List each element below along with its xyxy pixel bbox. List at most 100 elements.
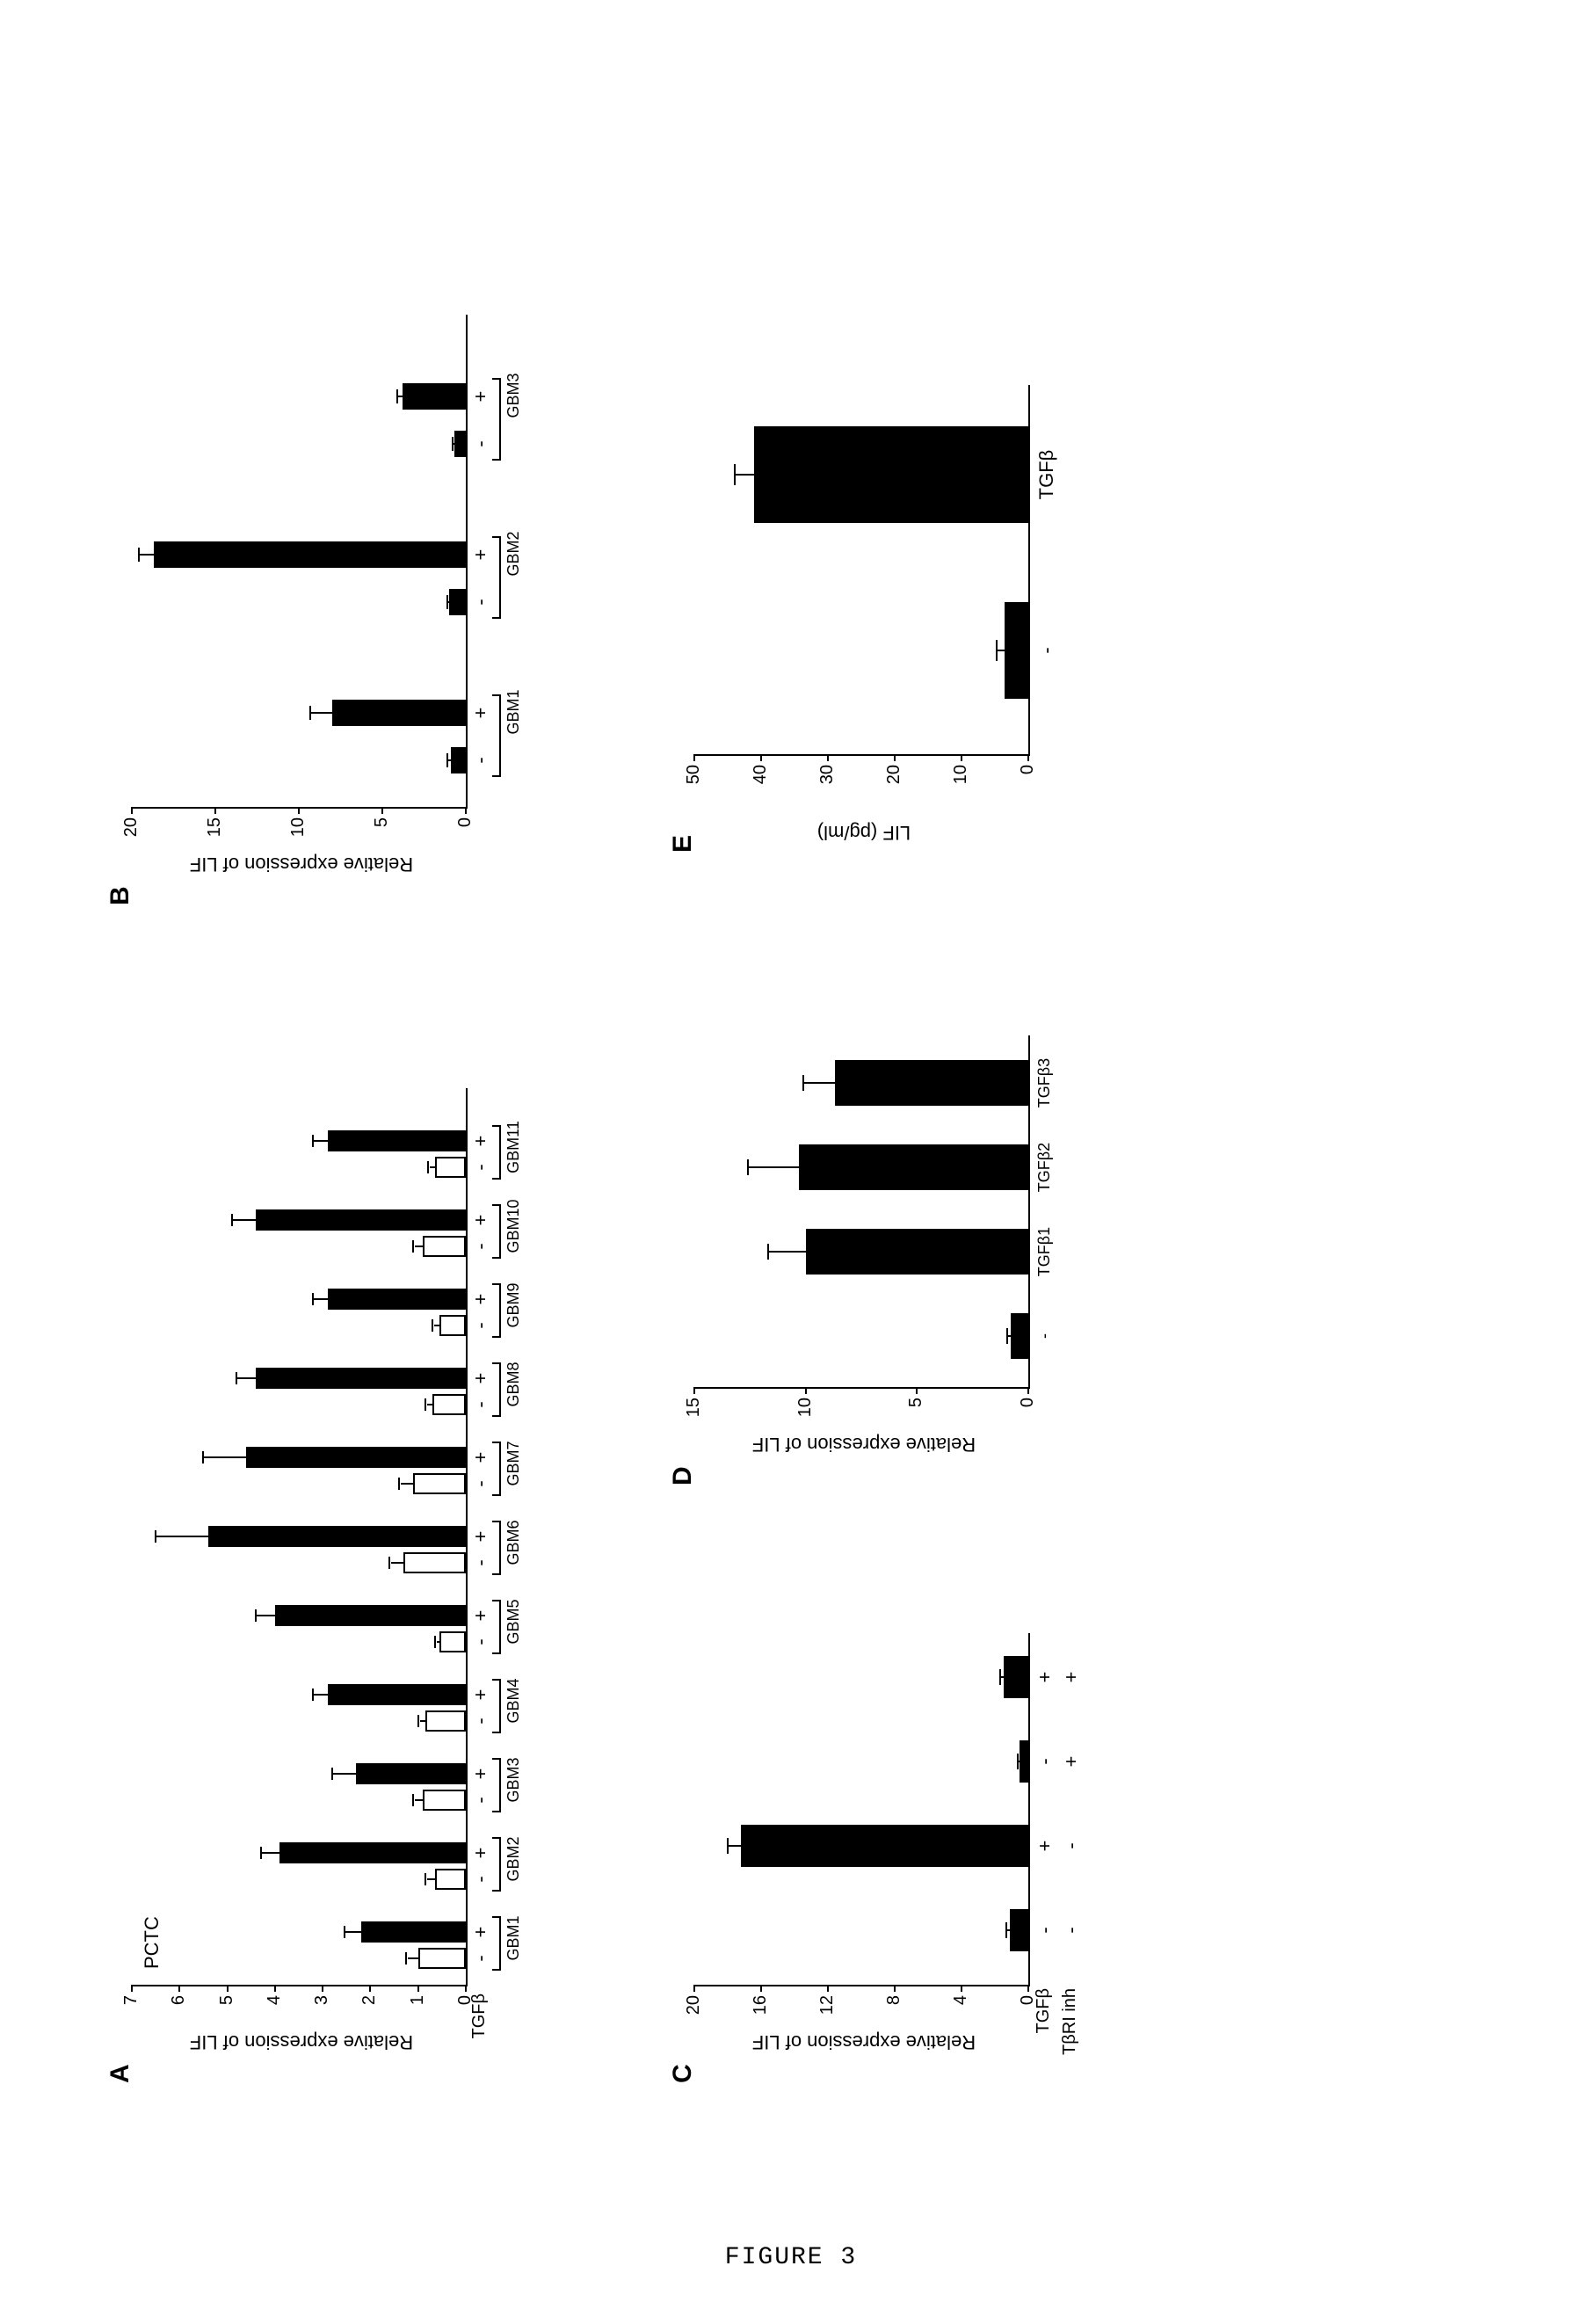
group-bracket (492, 1442, 501, 1496)
error-cap (432, 1319, 433, 1332)
error-bar (345, 1931, 361, 1933)
x-label: TGFβ (1035, 387, 1058, 563)
y-tick (827, 754, 829, 761)
y-tick-label: 20 (884, 765, 904, 809)
bar (403, 1552, 466, 1573)
y-tick (465, 1985, 467, 1992)
y-tick (298, 807, 300, 814)
error-cap (727, 1838, 729, 1854)
error-cap (446, 595, 448, 609)
x-sign-row1: - (1034, 1888, 1056, 1972)
x-sign: - (469, 1869, 492, 1890)
error-cap (138, 548, 140, 562)
x-sign: - (469, 1157, 492, 1178)
y-tick (805, 1387, 807, 1394)
error-cap (999, 1669, 1001, 1685)
bar (423, 1236, 466, 1257)
panel-b: B Relative expression of LIF 05101520-+G… (105, 237, 598, 905)
y-tick-label: 7 (121, 1995, 142, 2039)
error-bar (310, 712, 332, 714)
error-cap (434, 1636, 436, 1648)
bar (361, 1921, 466, 1943)
group-label: GBM3 (504, 1740, 523, 1819)
group-bracket (492, 1758, 501, 1812)
y-tick-label: 2 (359, 1995, 380, 2039)
group-bracket (492, 1521, 501, 1575)
error-cap (155, 1530, 156, 1543)
bar (1020, 1740, 1028, 1783)
error-cap (1017, 1754, 1019, 1769)
group-bracket (492, 1679, 501, 1733)
y-tick-label: 16 (751, 1995, 771, 2039)
panel-d: D Relative expression of LIF 051015-TGFβ… (668, 958, 1213, 1485)
error-bar (415, 1246, 425, 1247)
error-cap (388, 1557, 390, 1569)
error-cap (417, 1715, 419, 1727)
x-sign: + (469, 1605, 492, 1626)
error-cap (425, 1398, 426, 1411)
error-bar (430, 1166, 437, 1168)
bar (403, 383, 466, 410)
error-bar (803, 1082, 834, 1084)
group-label: GBM9 (504, 1266, 523, 1345)
panel-d-ylabel: Relative expression of LIF (752, 1433, 976, 1456)
y-tick (131, 807, 133, 814)
bar (432, 1394, 466, 1415)
y-tick-label: 12 (817, 1995, 838, 2039)
bar (439, 1631, 466, 1652)
y-tick-label: 8 (884, 1995, 904, 2039)
group-label: GBM1 (504, 633, 523, 791)
error-bar (313, 1298, 327, 1300)
panel-e-label: E (668, 835, 698, 853)
panel-e: E LIF (pg/ml) 01020304050-TGFβ (668, 255, 1213, 853)
y-tick-label: 20 (684, 1995, 704, 2039)
x-sign: - (469, 431, 492, 457)
x-sign-row2: + (1060, 1635, 1083, 1719)
error-cap (331, 1768, 333, 1780)
y-tick (894, 1985, 896, 1992)
panel-a-label: A (105, 2064, 135, 2083)
x-sign: + (469, 1447, 492, 1468)
y-tick (693, 754, 695, 761)
panel-d-label: D (668, 1466, 698, 1485)
error-bar (437, 1641, 441, 1643)
row2-label: TβRI inh (1060, 1988, 1080, 2073)
x-sign: - (469, 1552, 492, 1573)
error-cap (344, 1926, 345, 1938)
group-label: GBM4 (504, 1661, 523, 1740)
x-label: TGFβ1 (1035, 1209, 1054, 1294)
panel-c-ylabel: Relative expression of LIF (752, 2030, 976, 2053)
error-bar (156, 1536, 208, 1537)
bar (154, 541, 466, 568)
bar (806, 1229, 1028, 1275)
row1-label: TGFβ (1034, 1988, 1054, 2073)
y-tick (274, 1985, 276, 1992)
y-tick-label: 50 (684, 765, 704, 809)
bar (435, 1869, 466, 1890)
x-sign: + (469, 1921, 492, 1943)
y-tick-label: 5 (372, 817, 392, 861)
bar (413, 1473, 466, 1494)
bar (1011, 1313, 1028, 1359)
error-cap (202, 1451, 204, 1463)
error-bar (391, 1562, 405, 1564)
bar (1004, 1656, 1029, 1698)
y-tick (369, 1985, 371, 1992)
error-cap (734, 464, 736, 485)
y-tick (693, 1387, 695, 1394)
bar (1005, 602, 1028, 699)
group-label: GBM2 (504, 1819, 523, 1899)
x-sign: + (469, 383, 492, 410)
error-bar (768, 1251, 806, 1253)
y-tick-label: 5 (906, 1398, 926, 1442)
bar (246, 1447, 466, 1468)
group-label: GBM2 (504, 475, 523, 633)
bar (423, 1790, 466, 1811)
error-bar (415, 1799, 425, 1801)
y-tick-label: 0 (1018, 765, 1038, 809)
x-label: - (1035, 1294, 1054, 1378)
y-tick (227, 1985, 229, 1992)
y-tick (1027, 1387, 1029, 1394)
error-cap (1006, 1328, 1008, 1344)
x-sign: + (469, 1368, 492, 1389)
